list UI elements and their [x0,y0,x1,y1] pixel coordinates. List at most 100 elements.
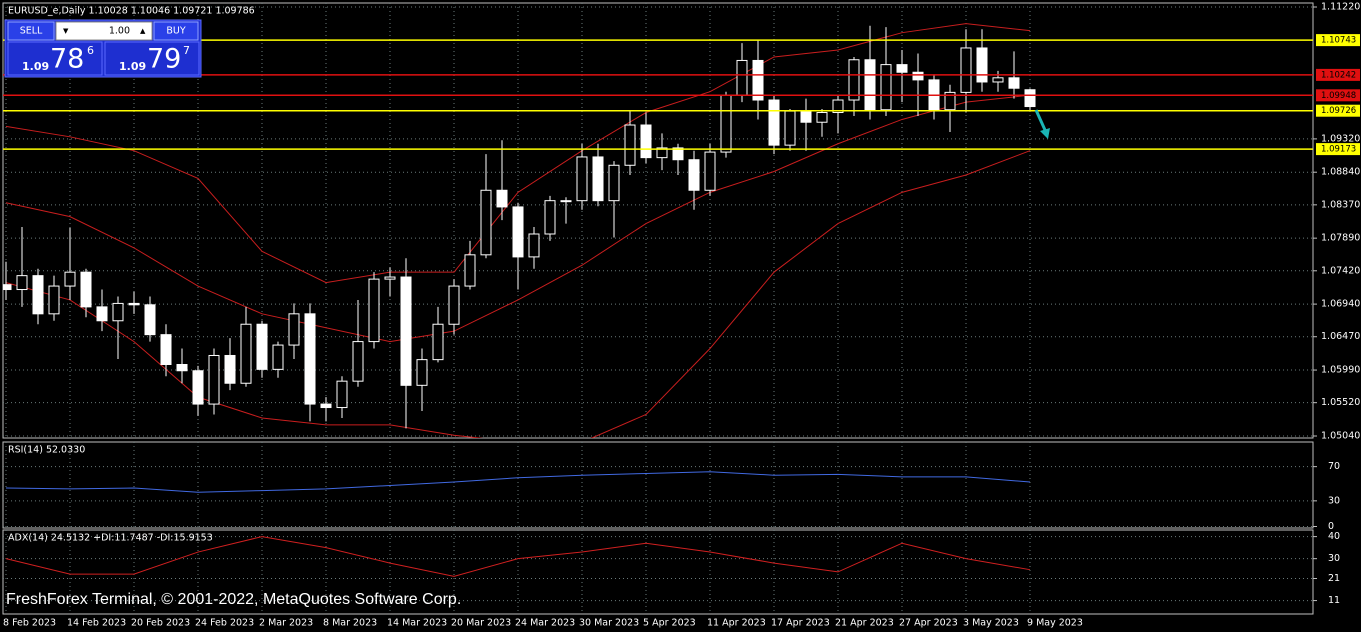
sell-label[interactable]: SELL [20,26,43,37]
y-tick-label: 1.06940 [1321,299,1360,310]
y-tick-label: 1.06470 [1321,331,1360,342]
level-label: 1.09173 [1321,145,1356,155]
ask-big: 79 [147,44,181,75]
candle-body [736,59,748,96]
candle-body [128,302,140,306]
candle-body [480,189,492,256]
candle-body [624,124,636,166]
lot-field[interactable] [55,21,153,41]
level-label: 1.09726 [1321,106,1356,116]
x-tick-label: 11 Apr 2023 [707,618,766,629]
y-tick-label: 0 [1328,521,1334,532]
candle-body [208,354,220,405]
buy-button[interactable] [153,21,199,41]
x-tick-label: 9 May 2023 [1027,618,1083,629]
level-label: 1.09948 [1321,91,1356,101]
y-tick-label: 1.09320 [1321,133,1360,144]
y-tick-label: 1.07890 [1321,233,1360,244]
candle-body [288,313,300,346]
cyan-arrow [1034,109,1050,139]
candle-body [592,156,604,202]
x-tick-label: 20 Mar 2023 [451,618,511,629]
candle-body [176,364,188,372]
y-tick-label: 21 [1328,573,1340,584]
candle-body [944,91,956,111]
candle-body [816,112,828,123]
band-middle [5,94,1031,343]
watermark: FreshForex Terminal, © 2001-2022, MetaQu… [6,591,461,608]
candle-body [352,341,364,382]
candle-body [848,59,860,101]
candle-body [112,302,124,322]
x-tick-label: 5 Apr 2023 [643,618,696,629]
candle-body [464,254,476,287]
ask-small: 7 [183,44,190,57]
candle-body [976,47,988,83]
x-tick-label: 20 Feb 2023 [131,618,190,629]
bid-prefix: 1.09 [22,60,49,73]
y-tick-label: 30 [1328,495,1340,506]
trade-panel: SELL 1.00 ▼ ▲ BUY 1.09 78 6 1.09 79 7 [4,19,202,78]
candle-body [16,275,28,291]
sell-button[interactable] [7,21,55,41]
rsi-frame [2,441,1314,529]
bid-big: 78 [50,44,84,75]
bid-small: 6 [87,44,94,57]
x-tick-label: 8 Mar 2023 [323,618,377,629]
indicator-line [5,536,1031,577]
candle-body [80,271,92,308]
candle-body [752,59,764,101]
x-tick-label: 24 Feb 2023 [195,618,254,629]
candle-body [576,156,588,202]
chart-title: EURUSD_e,Daily 1.10028 1.10046 1.09721 1… [8,6,255,17]
x-tick-label: 14 Mar 2023 [387,618,447,629]
candle-body [1024,89,1036,108]
candle-body [240,323,252,384]
candle-body [48,285,60,315]
candle-body [496,189,508,208]
x-tick-label: 2 Mar 2023 [259,618,313,629]
main-frame [2,2,1314,439]
y-tick-label: 1.05990 [1321,365,1360,376]
candle-body [3,284,12,291]
panel-plot [3,530,1313,614]
candle-body [448,285,460,325]
candle-body [272,344,284,370]
candle-body [400,276,412,386]
candle-body [544,200,556,235]
candle-body [832,99,844,114]
candle-body [640,124,652,159]
level-tag [1316,89,1360,102]
level-tag [1316,34,1360,47]
bid-box[interactable] [7,41,103,76]
lot-down[interactable]: ▼ [63,27,69,35]
candle-body [368,278,380,343]
candle-body [512,206,524,258]
y-tick-label: 1.08840 [1321,167,1360,178]
x-tick-label: 27 Apr 2023 [899,618,958,629]
lot-value[interactable]: 1.00 [109,26,130,37]
candle-body [160,334,172,365]
candle-body [256,323,268,370]
indicator-line [5,471,1031,493]
ask-box[interactable] [104,41,200,76]
y-tick-label: 70 [1328,461,1340,472]
y-tick-label: 1.05520 [1321,397,1360,408]
lot-up[interactable]: ▲ [140,27,146,35]
x-tick-label: 3 May 2023 [963,618,1019,629]
candle-body [304,313,316,405]
y-tick-label: 40 [1328,531,1340,542]
buy-label[interactable]: BUY [166,26,185,37]
x-tick-label: 24 Mar 2023 [515,618,575,629]
candle-body [96,306,108,322]
candle-body [704,151,716,191]
rsi-title: RSI(14) 52.0330 [8,445,85,456]
y-tick-label: 1.05040 [1321,431,1360,442]
candle-body [672,147,684,161]
candle-body [560,200,572,203]
candle-body [656,147,668,159]
x-tick-label: 21 Apr 2023 [835,618,894,629]
candle-body [528,233,540,258]
level-tag [1316,68,1360,81]
